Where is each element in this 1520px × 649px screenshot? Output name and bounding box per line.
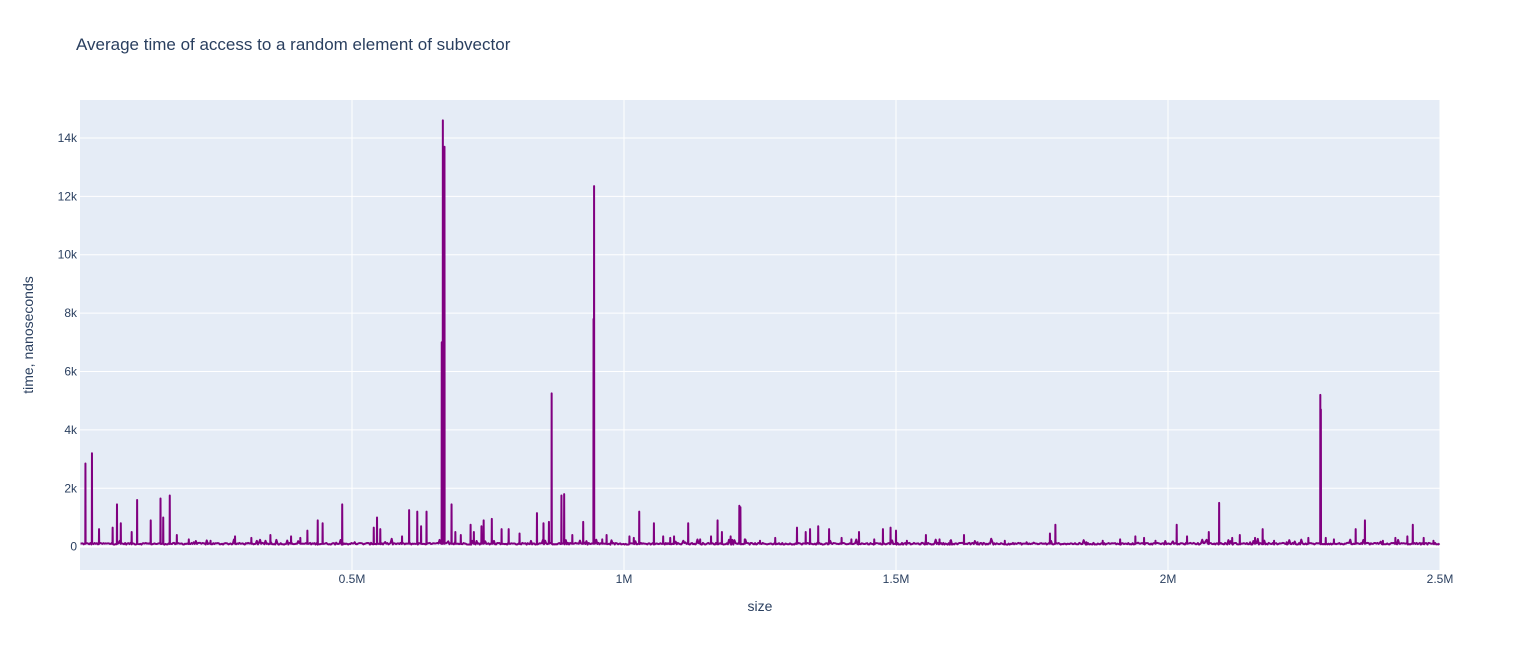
series-line-group — [80, 119, 1441, 546]
x-tick-label: 0.5M — [339, 572, 366, 586]
x-axis-title: size — [748, 598, 773, 614]
y-axis-title: time, nanoseconds — [20, 276, 36, 394]
y-tick-label: 0 — [70, 540, 77, 554]
y-tick-label: 14k — [58, 131, 78, 145]
plot-area — [80, 100, 1440, 570]
y-tick-label: 6k — [64, 364, 78, 378]
y-tick-label: 12k — [58, 189, 78, 203]
x-tick-label: 2.5M — [1427, 572, 1454, 586]
y-axis-ticks: 0 2k 4k 6k 8k 10k 12k 14k — [58, 131, 78, 554]
gridlines — [80, 100, 1441, 570]
y-tick-label: 4k — [64, 423, 78, 437]
series-line — [80, 119, 1441, 546]
y-tick-label: 2k — [64, 481, 78, 495]
x-tick-label: 1.5M — [883, 572, 910, 586]
y-tick-label: 10k — [58, 248, 78, 262]
chart-title: Average time of access to a random eleme… — [76, 35, 511, 54]
x-tick-label: 2M — [1160, 572, 1177, 586]
x-tick-label: 1M — [616, 572, 633, 586]
y-tick-label: 8k — [64, 306, 78, 320]
x-axis-ticks: 0.5M 1M 1.5M 2M 2.5M — [339, 572, 1454, 586]
